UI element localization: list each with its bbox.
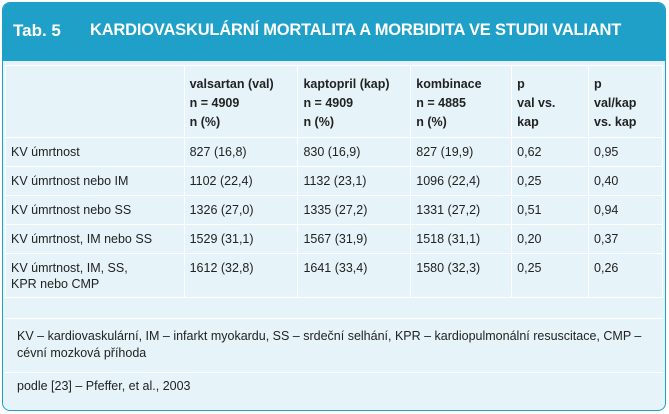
data-table: valsartan (val) n = 4909 n (%) kaptopril…: [5, 65, 663, 298]
cell-p1: 0,25: [511, 166, 590, 196]
header-p-valkap-vs-kap: p val/kap vs. kap: [588, 65, 663, 138]
cell-val: 1529 (31,1): [183, 224, 299, 254]
table-row: KV úmrtnost nebo IM 1102 (22,4) 1132 (23…: [5, 166, 663, 196]
row-label: KV úmrtnost, IM nebo SS: [5, 224, 185, 254]
header-p-val-vs-kap: p val vs. kap: [511, 65, 590, 138]
cell-komb: 1096 (22,4): [410, 166, 513, 196]
cell-p2: 0,40: [588, 166, 663, 196]
row-label: KV úmrtnost nebo SS: [5, 195, 185, 225]
cell-kap: 1335 (27,2): [297, 195, 412, 225]
cell-p2: 0,26: [588, 253, 663, 298]
cell-p1: 0,20: [511, 224, 590, 254]
table-row: KV úmrtnost, IM nebo SS 1529 (31,1) 1567…: [5, 224, 663, 254]
cell-p2: 0,95: [588, 137, 663, 167]
table-row: KV úmrtnost, IM, SS, KPR nebo CMP 1612 (…: [5, 253, 663, 298]
cell-val: 827 (16,8): [183, 137, 299, 167]
cell-val: 1326 (27,0): [183, 195, 299, 225]
cell-kap: 1567 (31,9): [297, 224, 412, 254]
cell-p2: 0,94: [588, 195, 663, 225]
cell-komb: 827 (19,9): [410, 137, 513, 167]
header-kaptopril: kaptopril (kap) n = 4909 n (%): [297, 65, 412, 138]
table-footnotes: KV – kardiovaskulární, IM – infarkt myok…: [5, 318, 663, 410]
row-label: KV úmrtnost: [5, 137, 185, 167]
cell-p1: 0,62: [511, 137, 590, 167]
header-kombinace: kombinace n = 4885 n (%): [410, 65, 513, 138]
table-row: KV úmrtnost 827 (16,8) 830 (16,9) 827 (1…: [5, 137, 663, 167]
cell-komb: 1518 (31,1): [410, 224, 513, 254]
row-label: KV úmrtnost, IM, SS, KPR nebo CMP: [5, 253, 185, 298]
table-number: Tab. 5: [13, 21, 61, 40]
header-valsartan: valsartan (val) n = 4909 n (%): [183, 65, 299, 138]
header-empty: [5, 65, 185, 138]
cell-p2: 0,37: [588, 224, 663, 254]
cell-kap: 1641 (33,4): [297, 253, 412, 298]
cell-kap: 1132 (23,1): [297, 166, 412, 196]
cell-kap: 830 (16,9): [297, 137, 412, 167]
table-row: KV úmrtnost nebo SS 1326 (27,0) 1335 (27…: [5, 195, 663, 225]
abbreviations-note: KV – kardiovaskulární, IM – infarkt myok…: [17, 329, 642, 360]
table-title: KARDIOVASKULÁRNÍ MORTALITA A MORBIDITA V…: [90, 21, 622, 39]
cell-p1: 0,51: [511, 195, 590, 225]
title-bar: Tab. 5 KARDIOVASKULÁRNÍ MORTALITA A MORB…: [3, 3, 665, 61]
cell-val: 1102 (22,4): [183, 166, 299, 196]
row-label: KV úmrtnost nebo IM: [5, 166, 185, 196]
cell-val: 1612 (32,8): [183, 253, 299, 298]
cell-komb: 1331 (27,2): [410, 195, 513, 225]
cell-komb: 1580 (32,3): [410, 253, 513, 298]
cell-p1: 0,25: [511, 253, 590, 298]
source-note: podle [23] – Pfeffer, et al., 2003: [17, 379, 191, 393]
header-row: valsartan (val) n = 4909 n (%) kaptopril…: [5, 65, 663, 138]
divider: [5, 372, 663, 373]
